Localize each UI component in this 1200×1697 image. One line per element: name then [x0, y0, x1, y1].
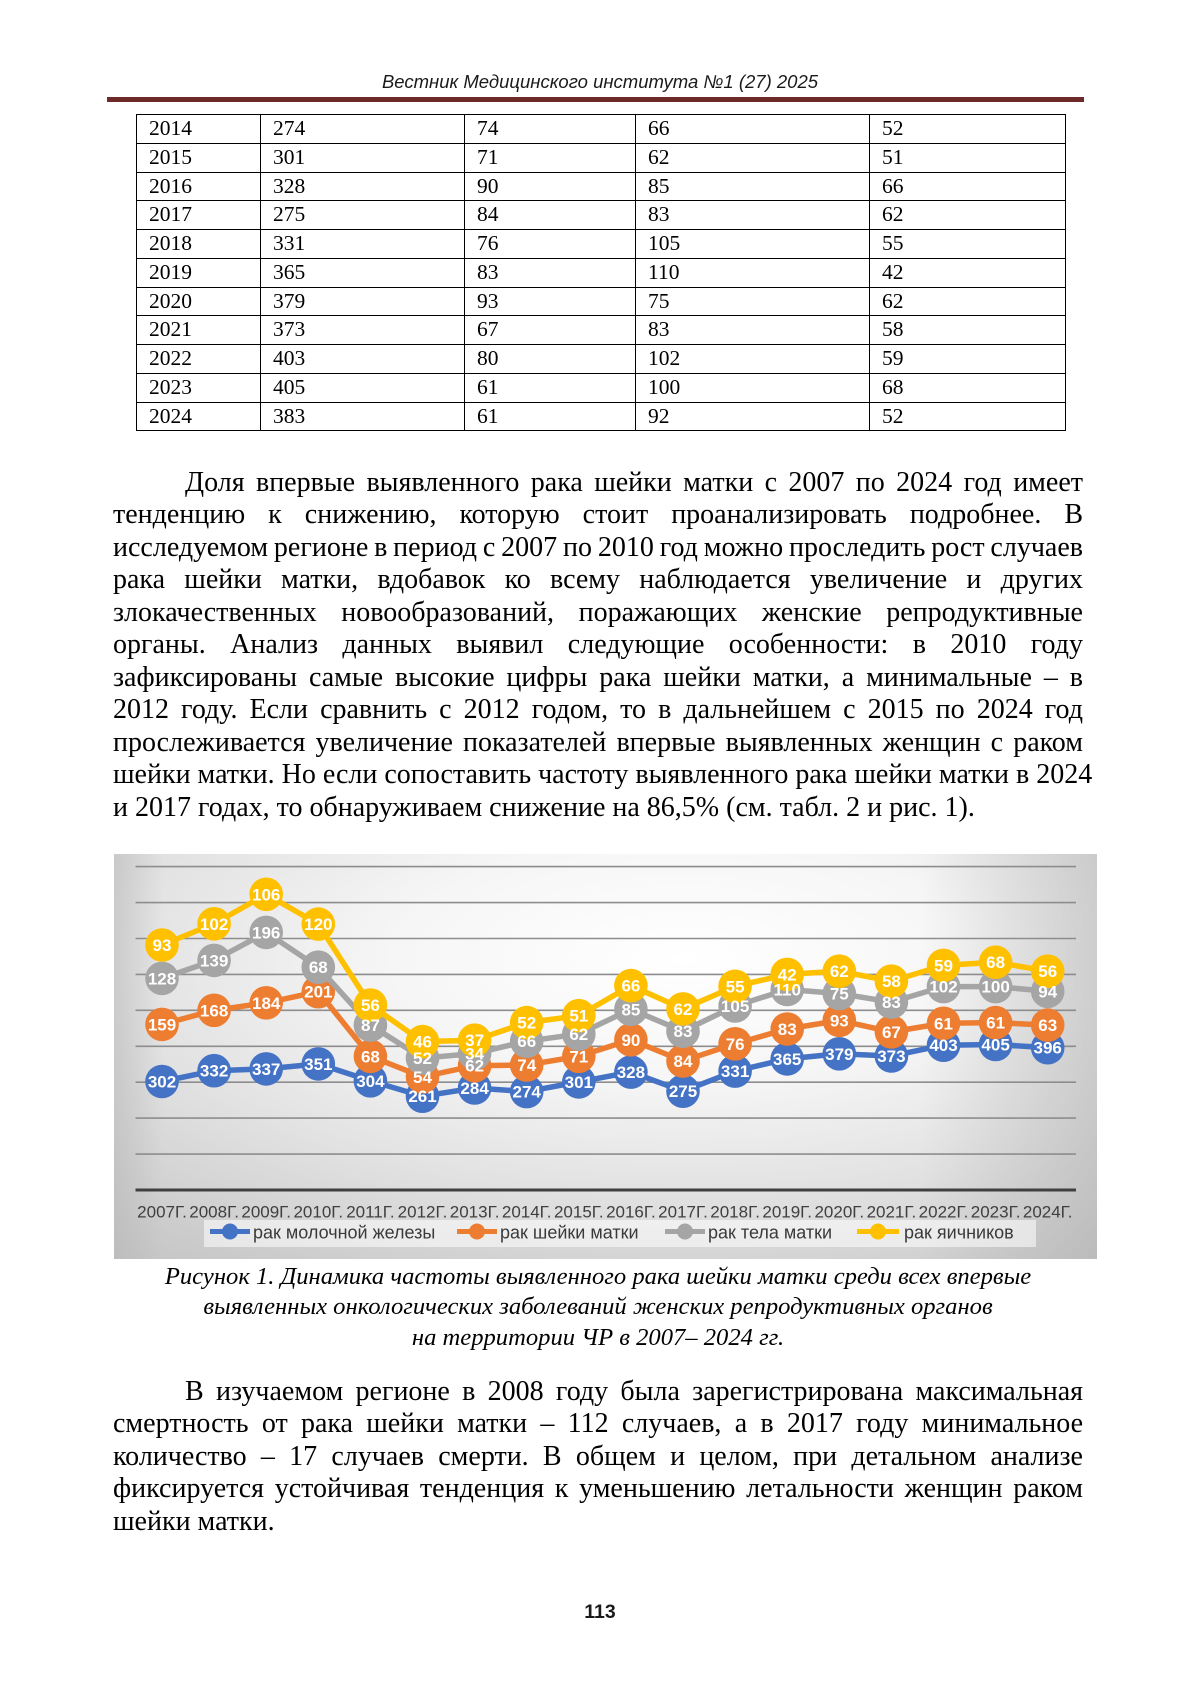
svg-text:102: 102 — [929, 978, 957, 997]
svg-text:106: 106 — [252, 885, 280, 904]
svg-text:405: 405 — [981, 1036, 1009, 1055]
svg-text:2023Г.: 2023Г. — [971, 1203, 1021, 1222]
svg-text:71: 71 — [569, 1047, 588, 1066]
svg-text:62: 62 — [674, 1000, 693, 1019]
svg-text:302: 302 — [148, 1073, 176, 1092]
svg-text:2009Г.: 2009Г. — [241, 1203, 291, 1222]
svg-text:120: 120 — [304, 915, 332, 934]
svg-text:2020Г.: 2020Г. — [814, 1203, 864, 1222]
svg-text:2015Г.: 2015Г. — [554, 1203, 604, 1222]
svg-text:110: 110 — [773, 981, 800, 1000]
svg-text:139: 139 — [200, 951, 228, 970]
svg-text:2008Г.: 2008Г. — [189, 1203, 239, 1222]
svg-text:331: 331 — [721, 1062, 749, 1081]
svg-text:52: 52 — [413, 1049, 432, 1068]
svg-text:102: 102 — [200, 915, 228, 934]
svg-text:62: 62 — [465, 1057, 484, 1076]
svg-text:274: 274 — [513, 1083, 542, 1102]
svg-text:54: 54 — [413, 1068, 432, 1087]
svg-text:62: 62 — [830, 962, 849, 981]
svg-text:56: 56 — [1038, 962, 1057, 981]
svg-text:100: 100 — [981, 978, 1009, 997]
svg-text:332: 332 — [200, 1062, 228, 1081]
svg-text:128: 128 — [148, 969, 176, 988]
svg-text:2024Г.: 2024Г. — [1023, 1203, 1073, 1222]
svg-text:63: 63 — [1038, 1016, 1057, 1035]
svg-text:304: 304 — [356, 1072, 385, 1091]
svg-text:рак тела матки: рак тела матки — [708, 1223, 832, 1243]
svg-text:2019Г.: 2019Г. — [762, 1203, 812, 1222]
svg-text:55: 55 — [726, 977, 745, 996]
svg-text:2011Г.: 2011Г. — [346, 1203, 394, 1222]
svg-text:56: 56 — [361, 996, 380, 1015]
svg-text:рак молочной железы: рак молочной железы — [253, 1223, 435, 1243]
svg-text:66: 66 — [621, 977, 640, 996]
svg-text:337: 337 — [252, 1060, 280, 1079]
svg-text:61: 61 — [934, 1014, 953, 1033]
svg-text:рак яичников: рак яичников — [904, 1223, 1014, 1243]
svg-text:94: 94 — [1038, 982, 1057, 1001]
svg-text:2018Г.: 2018Г. — [710, 1203, 760, 1222]
svg-text:2013Г.: 2013Г. — [450, 1203, 500, 1222]
svg-text:рак шейки матки: рак шейки матки — [500, 1223, 639, 1243]
svg-text:59: 59 — [934, 956, 953, 975]
svg-text:379: 379 — [825, 1045, 853, 1064]
svg-text:90: 90 — [621, 1031, 640, 1050]
svg-text:61: 61 — [986, 1014, 1005, 1033]
svg-text:83: 83 — [674, 1022, 693, 1041]
svg-text:83: 83 — [778, 1020, 797, 1039]
svg-text:328: 328 — [617, 1063, 645, 1082]
svg-text:93: 93 — [153, 936, 172, 955]
svg-text:2021Г.: 2021Г. — [867, 1203, 917, 1222]
svg-text:2022Г.: 2022Г. — [919, 1203, 969, 1222]
svg-text:184: 184 — [252, 994, 281, 1013]
svg-text:87: 87 — [361, 1016, 380, 1035]
svg-text:42: 42 — [778, 965, 797, 984]
svg-text:351: 351 — [304, 1055, 332, 1074]
svg-text:196: 196 — [252, 923, 280, 942]
svg-text:83: 83 — [882, 993, 901, 1012]
svg-text:159: 159 — [148, 1015, 176, 1034]
svg-text:74: 74 — [517, 1056, 536, 1075]
svg-text:66: 66 — [517, 1032, 536, 1051]
svg-text:37: 37 — [465, 1031, 484, 1050]
svg-text:67: 67 — [882, 1023, 901, 1042]
svg-text:52: 52 — [517, 1014, 536, 1033]
svg-text:46: 46 — [413, 1033, 432, 1052]
svg-text:403: 403 — [929, 1036, 957, 1055]
svg-text:85: 85 — [621, 1000, 640, 1019]
svg-text:105: 105 — [721, 997, 749, 1016]
svg-text:51: 51 — [569, 1007, 588, 1026]
svg-text:261: 261 — [408, 1087, 436, 1106]
svg-text:34: 34 — [465, 1045, 484, 1064]
svg-text:2010Г.: 2010Г. — [293, 1203, 343, 1222]
svg-text:62: 62 — [569, 1025, 588, 1044]
svg-text:168: 168 — [200, 1001, 228, 1020]
svg-text:2007Г.: 2007Г. — [137, 1203, 187, 1222]
svg-text:76: 76 — [726, 1035, 745, 1054]
svg-text:2012Г.: 2012Г. — [398, 1203, 448, 1222]
svg-text:284: 284 — [460, 1079, 489, 1098]
svg-text:68: 68 — [361, 1047, 380, 1066]
svg-text:2016Г.: 2016Г. — [606, 1203, 656, 1222]
svg-text:68: 68 — [986, 953, 1005, 972]
svg-text:2017Г.: 2017Г. — [658, 1203, 708, 1222]
svg-text:58: 58 — [882, 972, 901, 991]
svg-text:2014Г.: 2014Г. — [502, 1203, 552, 1222]
svg-text:84: 84 — [674, 1052, 693, 1071]
svg-text:365: 365 — [773, 1050, 801, 1069]
svg-text:68: 68 — [309, 958, 328, 977]
svg-text:75: 75 — [830, 985, 849, 1004]
svg-text:396: 396 — [1034, 1039, 1062, 1058]
svg-text:275: 275 — [669, 1082, 697, 1101]
svg-text:201: 201 — [304, 983, 332, 1002]
svg-text:373: 373 — [877, 1047, 905, 1066]
svg-text:301: 301 — [565, 1073, 593, 1092]
svg-text:93: 93 — [830, 1011, 849, 1030]
